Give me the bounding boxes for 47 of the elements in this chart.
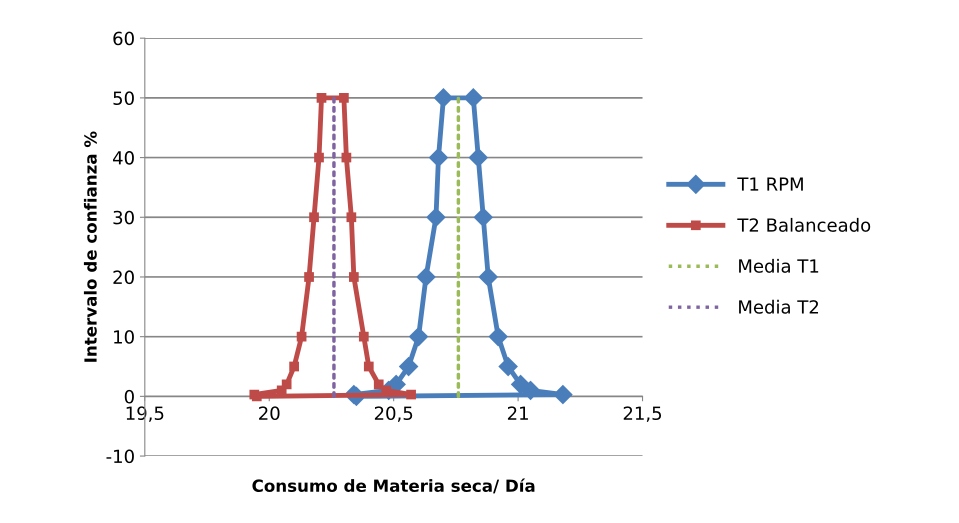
point — [374, 380, 384, 390]
point — [364, 362, 374, 372]
point — [428, 148, 448, 168]
y-tick-label: 60 — [113, 32, 134, 46]
y-tick-label: 20 — [113, 270, 134, 284]
point — [309, 212, 319, 222]
point — [488, 327, 508, 346]
y-tick-label: 40 — [112, 151, 134, 165]
point — [339, 93, 349, 103]
legend-label: Media T1 — [739, 258, 818, 273]
point — [521, 380, 540, 400]
point — [478, 267, 498, 286]
point — [296, 332, 306, 342]
point — [434, 88, 453, 108]
x-tick-label: 21 — [508, 406, 528, 420]
point — [498, 356, 518, 376]
point — [409, 327, 428, 346]
point — [416, 267, 436, 286]
point — [316, 93, 326, 103]
y-tick-label: 50 — [114, 91, 134, 105]
point — [468, 148, 488, 168]
point — [304, 272, 314, 282]
point — [282, 380, 292, 390]
y-tick-label: 0 — [124, 390, 134, 404]
point — [346, 212, 356, 222]
point — [464, 88, 483, 108]
legend-label: T2 Balanceado — [737, 218, 870, 232]
legend-label: T1 RPM — [737, 178, 803, 191]
point — [474, 208, 493, 227]
x-tick-label: 19,5 — [126, 406, 164, 422]
y-axis-title: Intervalo de confianza % — [84, 131, 97, 362]
y-tick-label: -10 — [106, 450, 134, 464]
point — [406, 390, 416, 400]
point — [358, 332, 369, 342]
point — [348, 272, 359, 282]
x-tick-label: 21,5 — [624, 406, 662, 422]
x-tick-label: 20 — [259, 406, 280, 420]
point — [399, 356, 418, 376]
x-tick-label: 20,5 — [374, 406, 412, 422]
legend-label: Media T2 — [739, 300, 818, 314]
point — [314, 152, 324, 162]
point — [289, 362, 299, 372]
y-tick-label: 10 — [114, 330, 134, 344]
point — [426, 208, 446, 227]
x-axis-title: Consumo de Materia seca/ Día — [252, 478, 534, 494]
point — [342, 152, 352, 162]
y-tick-label: 30 — [113, 210, 134, 224]
